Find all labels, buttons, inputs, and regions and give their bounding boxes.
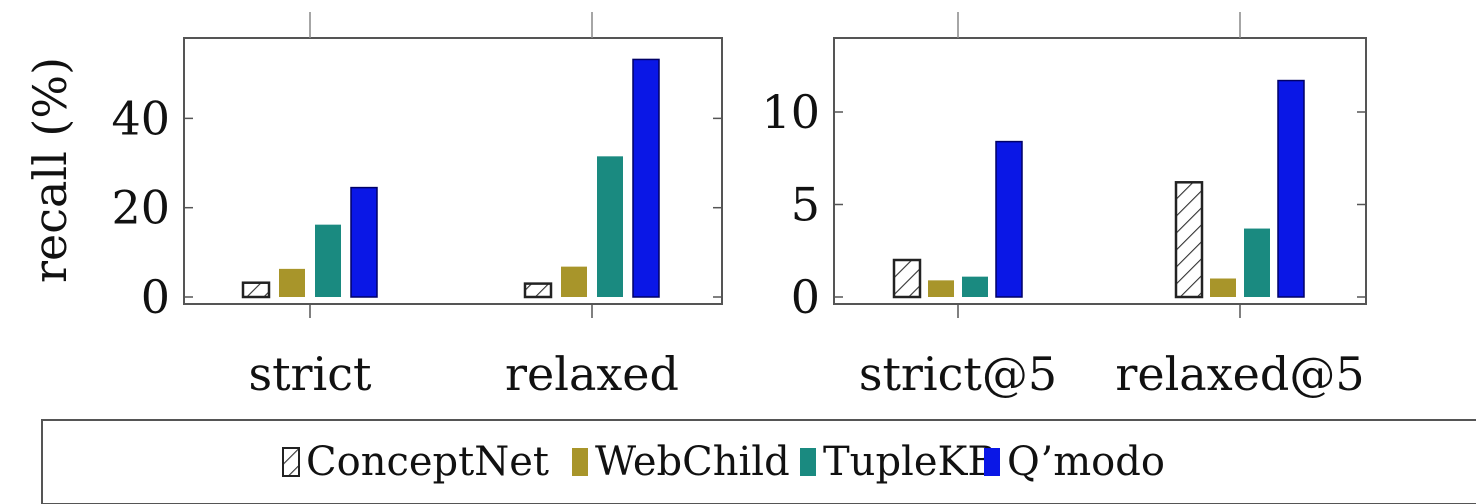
x-category-label: relaxed@5 — [1115, 347, 1364, 401]
legend-swatch-webchild — [572, 448, 588, 476]
left-panel: 0 20 40 strict relaxed — [111, 12, 722, 401]
bar-webchild-relaxed — [561, 266, 587, 297]
bar-webchild-strict-5 — [928, 280, 954, 297]
y-axis-title: recall (%) — [23, 57, 77, 283]
bar-conceptnet-relaxed — [523, 282, 553, 299]
bar-conceptnet-relaxed-5 — [1174, 181, 1204, 299]
bar-webchild-strict — [279, 268, 305, 297]
legend-box — [41, 419, 1476, 504]
bar-webchild-relaxed-5 — [1210, 278, 1236, 297]
bar-conceptnet-strict-5 — [892, 258, 922, 299]
x-category-label: strict@5 — [859, 347, 1057, 401]
y-tick-label: 40 — [111, 91, 170, 145]
legend-label-conceptnet: ConceptNet — [306, 439, 549, 485]
x-category-label: strict — [248, 347, 372, 401]
bar-tuplekb-relaxed — [597, 156, 623, 297]
right-panel: 0 5 10 strict@5 relaxed@5 — [761, 12, 1366, 401]
bar-q-modo-strict — [350, 186, 378, 298]
bar-q-modo-relaxed-5 — [1277, 79, 1305, 298]
legend-label-webchild: WebChild — [595, 439, 790, 485]
y-tick-label: 10 — [761, 85, 820, 139]
right-plot-frame — [833, 37, 1367, 305]
bar-tuplekb-relaxed-5 — [1244, 228, 1270, 297]
legend-swatch-conceptnet — [282, 447, 300, 477]
bar-q-modo-relaxed — [632, 58, 660, 298]
y-tick-label: 20 — [111, 181, 170, 235]
bar-tuplekb-strict-5 — [962, 276, 988, 297]
x-category-label: relaxed — [505, 347, 679, 401]
y-tick-label: 0 — [141, 270, 170, 324]
legend-label-qmodo: Q’modo — [1007, 439, 1165, 485]
legend-swatch-tuplekb — [800, 448, 816, 476]
legend-label-tuplekb: TupleKB — [823, 439, 997, 485]
y-tick-label: 5 — [791, 178, 820, 232]
bar-conceptnet-strict — [241, 281, 271, 299]
bar-tuplekb-strict — [315, 224, 341, 297]
legend-swatch-qmodo — [984, 448, 1000, 476]
bar-q-modo-strict-5 — [995, 140, 1023, 298]
legend: ConceptNet WebChild TupleKB Q’modo — [282, 439, 1165, 485]
y-tick-label: 0 — [791, 270, 820, 324]
left-plot-frame — [183, 37, 723, 305]
